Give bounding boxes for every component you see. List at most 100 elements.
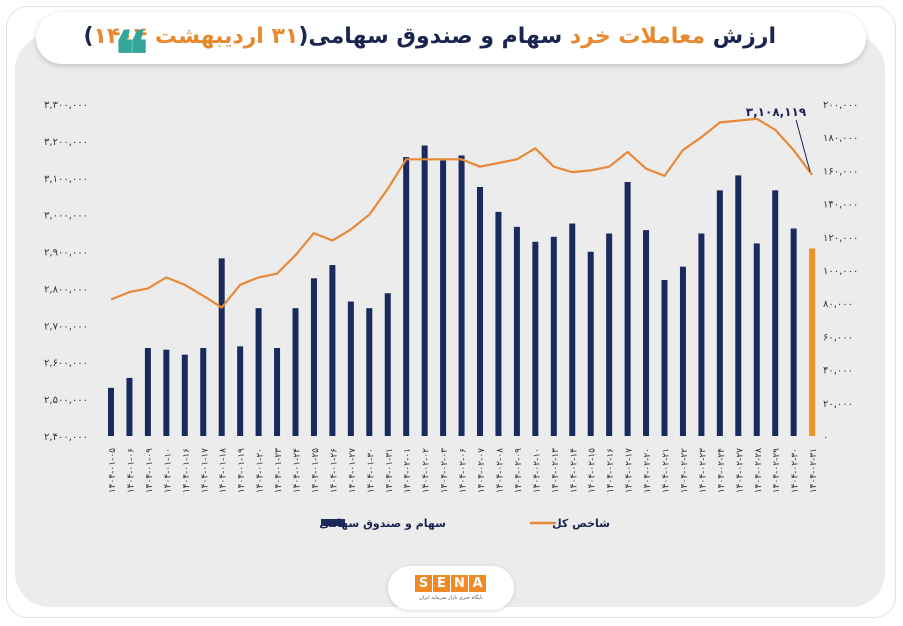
x-tick-label: ۱۴۰۴-۰۲-۰۹: [514, 448, 524, 493]
bar: [809, 248, 816, 436]
x-tick-label: ۱۴۰۴-۰۱-۲۰: [256, 448, 266, 493]
bar: [606, 233, 613, 436]
right-axis-tick: ۲۰,۰۰۰: [823, 399, 853, 410]
left-axis-tick: ۲,۵۰۰,۰۰۰: [44, 395, 88, 406]
x-tick-label: ۱۴۰۴-۰۱-۰۹: [145, 448, 155, 493]
legend-line-label: شاخص کل: [552, 517, 610, 530]
bar: [440, 160, 447, 436]
right-axis-tick: ۶۰,۰۰۰: [823, 332, 853, 343]
bar: [347, 301, 354, 436]
bar: [513, 226, 520, 436]
bar: [163, 349, 170, 436]
x-tick-label: ۱۴۰۴-۰۲-۰۱: [403, 448, 413, 493]
right-axis-tick: ۴۰,۰۰۰: [823, 366, 853, 377]
left-axis-tick: ۲,۹۰۰,۰۰۰: [44, 248, 88, 259]
last-value-leader: [795, 119, 811, 172]
logo-subtitle: پایگاه خبری بازار سرمایه ایران: [419, 595, 483, 601]
x-tick-label: ۱۴۰۴-۰۲-۰۲: [422, 448, 432, 493]
title-part-5: ): [83, 24, 94, 49]
bar: [255, 308, 262, 436]
bar: [108, 387, 114, 436]
bar: [753, 243, 760, 436]
bar: [421, 145, 428, 436]
left-axis-tick: ۳,۱۰۰,۰۰۰: [44, 174, 88, 185]
page-title: ارزش معاملات خرد سهام و صندوق سهامی(۳۱ ا…: [83, 24, 776, 49]
right-axis-tick: ۲۰۰,۰۰۰: [823, 100, 858, 111]
x-tick-label: ۱۴۰۴-۰۱-۲۵: [311, 448, 321, 493]
x-tick-label: ۱۴۰۴-۰۱-۰۶: [126, 448, 136, 493]
x-tick-label: ۱۴۰۴-۰۲-۲۸: [754, 448, 764, 493]
title-part-1: ارزش: [705, 24, 776, 49]
x-tick-label: ۱۴۰۴-۰۱-۲۶: [329, 448, 339, 493]
right-axis-tick: ۰: [823, 432, 828, 443]
logo-letter: E: [433, 575, 450, 592]
bar: [181, 354, 188, 436]
legend-bar-swatch: [321, 519, 345, 526]
x-tick-label: ۱۴۰۴-۰۱-۲۷: [348, 448, 358, 493]
bar: [569, 223, 576, 436]
x-tick-label: ۱۴۰۴-۰۱-۱۶: [182, 448, 192, 493]
x-tick-label: ۱۴۰۴-۰۲-۰۶: [459, 448, 469, 493]
bar: [329, 265, 336, 436]
title-bar: ارزش معاملات خرد سهام و صندوق سهامی(۳۱ ا…: [36, 12, 866, 88]
x-tick-label: ۱۴۰۴-۰۲-۲۱: [662, 448, 672, 493]
bar: [735, 175, 742, 436]
right-axis-tick: ۱۴۰,۰۰۰: [823, 200, 858, 211]
x-tick-label: ۱۴۰۴-۰۱-۲۴: [293, 448, 303, 493]
bar: [237, 346, 244, 436]
right-axis-tick: ۱۲۰,۰۰۰: [823, 233, 858, 244]
x-tick-label: ۱۴۰۴-۰۲-۰۸: [495, 448, 505, 493]
bar: [126, 377, 133, 436]
left-axis-tick: ۳,۲۰۰,۰۰۰: [44, 137, 88, 148]
bar: [384, 293, 391, 436]
x-tick-label: ۱۴۰۴-۰۲-۲۷: [735, 448, 745, 493]
sena-logo: S E N A پایگاه خبری بازار سرمایه ایران: [388, 566, 514, 610]
x-tick-label: ۱۴۰۴-۰۲-۱۵: [588, 448, 598, 493]
logo-letter: S: [415, 575, 432, 592]
x-tick-label: ۱۴۰۴-۰۲-۲۰: [643, 448, 653, 493]
left-axis-tick: ۲,۸۰۰,۰۰۰: [44, 284, 88, 295]
x-tick-label: ۱۴۰۴-۰۱-۱۰: [163, 448, 173, 493]
bar: [366, 308, 373, 436]
x-tick-label: ۱۴۰۴-۰۱-۱۹: [237, 448, 247, 493]
bar: [661, 279, 668, 436]
right-axis-tick: ۱۰۰,۰۰۰: [823, 266, 858, 277]
logo-letter: N: [451, 575, 468, 592]
x-tick-label: ۱۴۰۴-۰۲-۲۳: [698, 448, 708, 493]
x-tick-label: ۱۴۰۴-۰۲-۱۳: [551, 448, 561, 493]
right-axis-tick: ۱۸۰,۰۰۰: [823, 133, 858, 144]
index-line: [110, 117, 813, 309]
x-tick-label: ۱۴۰۴-۰۱-۱۸: [219, 448, 229, 493]
x-tick-label: ۱۴۰۴-۰۲-۲۲: [680, 448, 690, 493]
x-tick-label: ۱۴۰۴-۰۲-۲۹: [772, 448, 782, 493]
x-tick-label: ۱۴۰۴-۰۱-۰۵: [108, 448, 118, 493]
x-tick-label: ۱۴۰۴-۰۲-۰۷: [477, 448, 487, 493]
bar: [200, 348, 207, 436]
bar: [458, 155, 465, 436]
bar: [679, 266, 686, 436]
left-axis-tick: ۳,۰۰۰,۰۰۰: [44, 211, 88, 222]
x-tick-label: ۱۴۰۴-۰۲-۳۰: [791, 448, 801, 493]
x-tick-label: ۱۴۰۴-۰۱-۲۳: [274, 448, 284, 493]
x-tick-label: ۱۴۰۴-۰۲-۲۴: [717, 448, 727, 493]
title-date: ۳۱ اردیبهشت ۱۴۰۴: [93, 24, 299, 49]
bar: [144, 348, 151, 436]
x-tick-label: ۱۴۰۴-۰۲-۱۶: [606, 448, 616, 493]
x-tick-label: ۱۴۰۴-۰۱-۳۰: [366, 448, 376, 493]
x-tick-label: ۱۴۰۴-۰۲-۳۱: [809, 448, 819, 493]
bar: [495, 211, 502, 436]
left-axis-tick: ۳,۳۰۰,۰۰۰: [44, 100, 88, 111]
x-tick-label: ۱۴۰۴-۰۱-۳۱: [385, 448, 395, 493]
bar: [532, 241, 539, 436]
legend-bar-label: سهام و صندوق سهامی: [319, 517, 446, 530]
bar: [716, 190, 723, 436]
x-tick-label: ۱۴۰۴-۰۲-۱۷: [625, 448, 635, 493]
bar: [643, 230, 650, 436]
bar: [790, 228, 797, 436]
bar: [403, 157, 410, 436]
left-axis-tick: ۲,۴۰۰,۰۰۰: [44, 432, 88, 443]
bar: [218, 258, 225, 436]
x-tick-label: ۱۴۰۴-۰۱-۱۷: [200, 448, 210, 493]
bar: [698, 233, 705, 436]
